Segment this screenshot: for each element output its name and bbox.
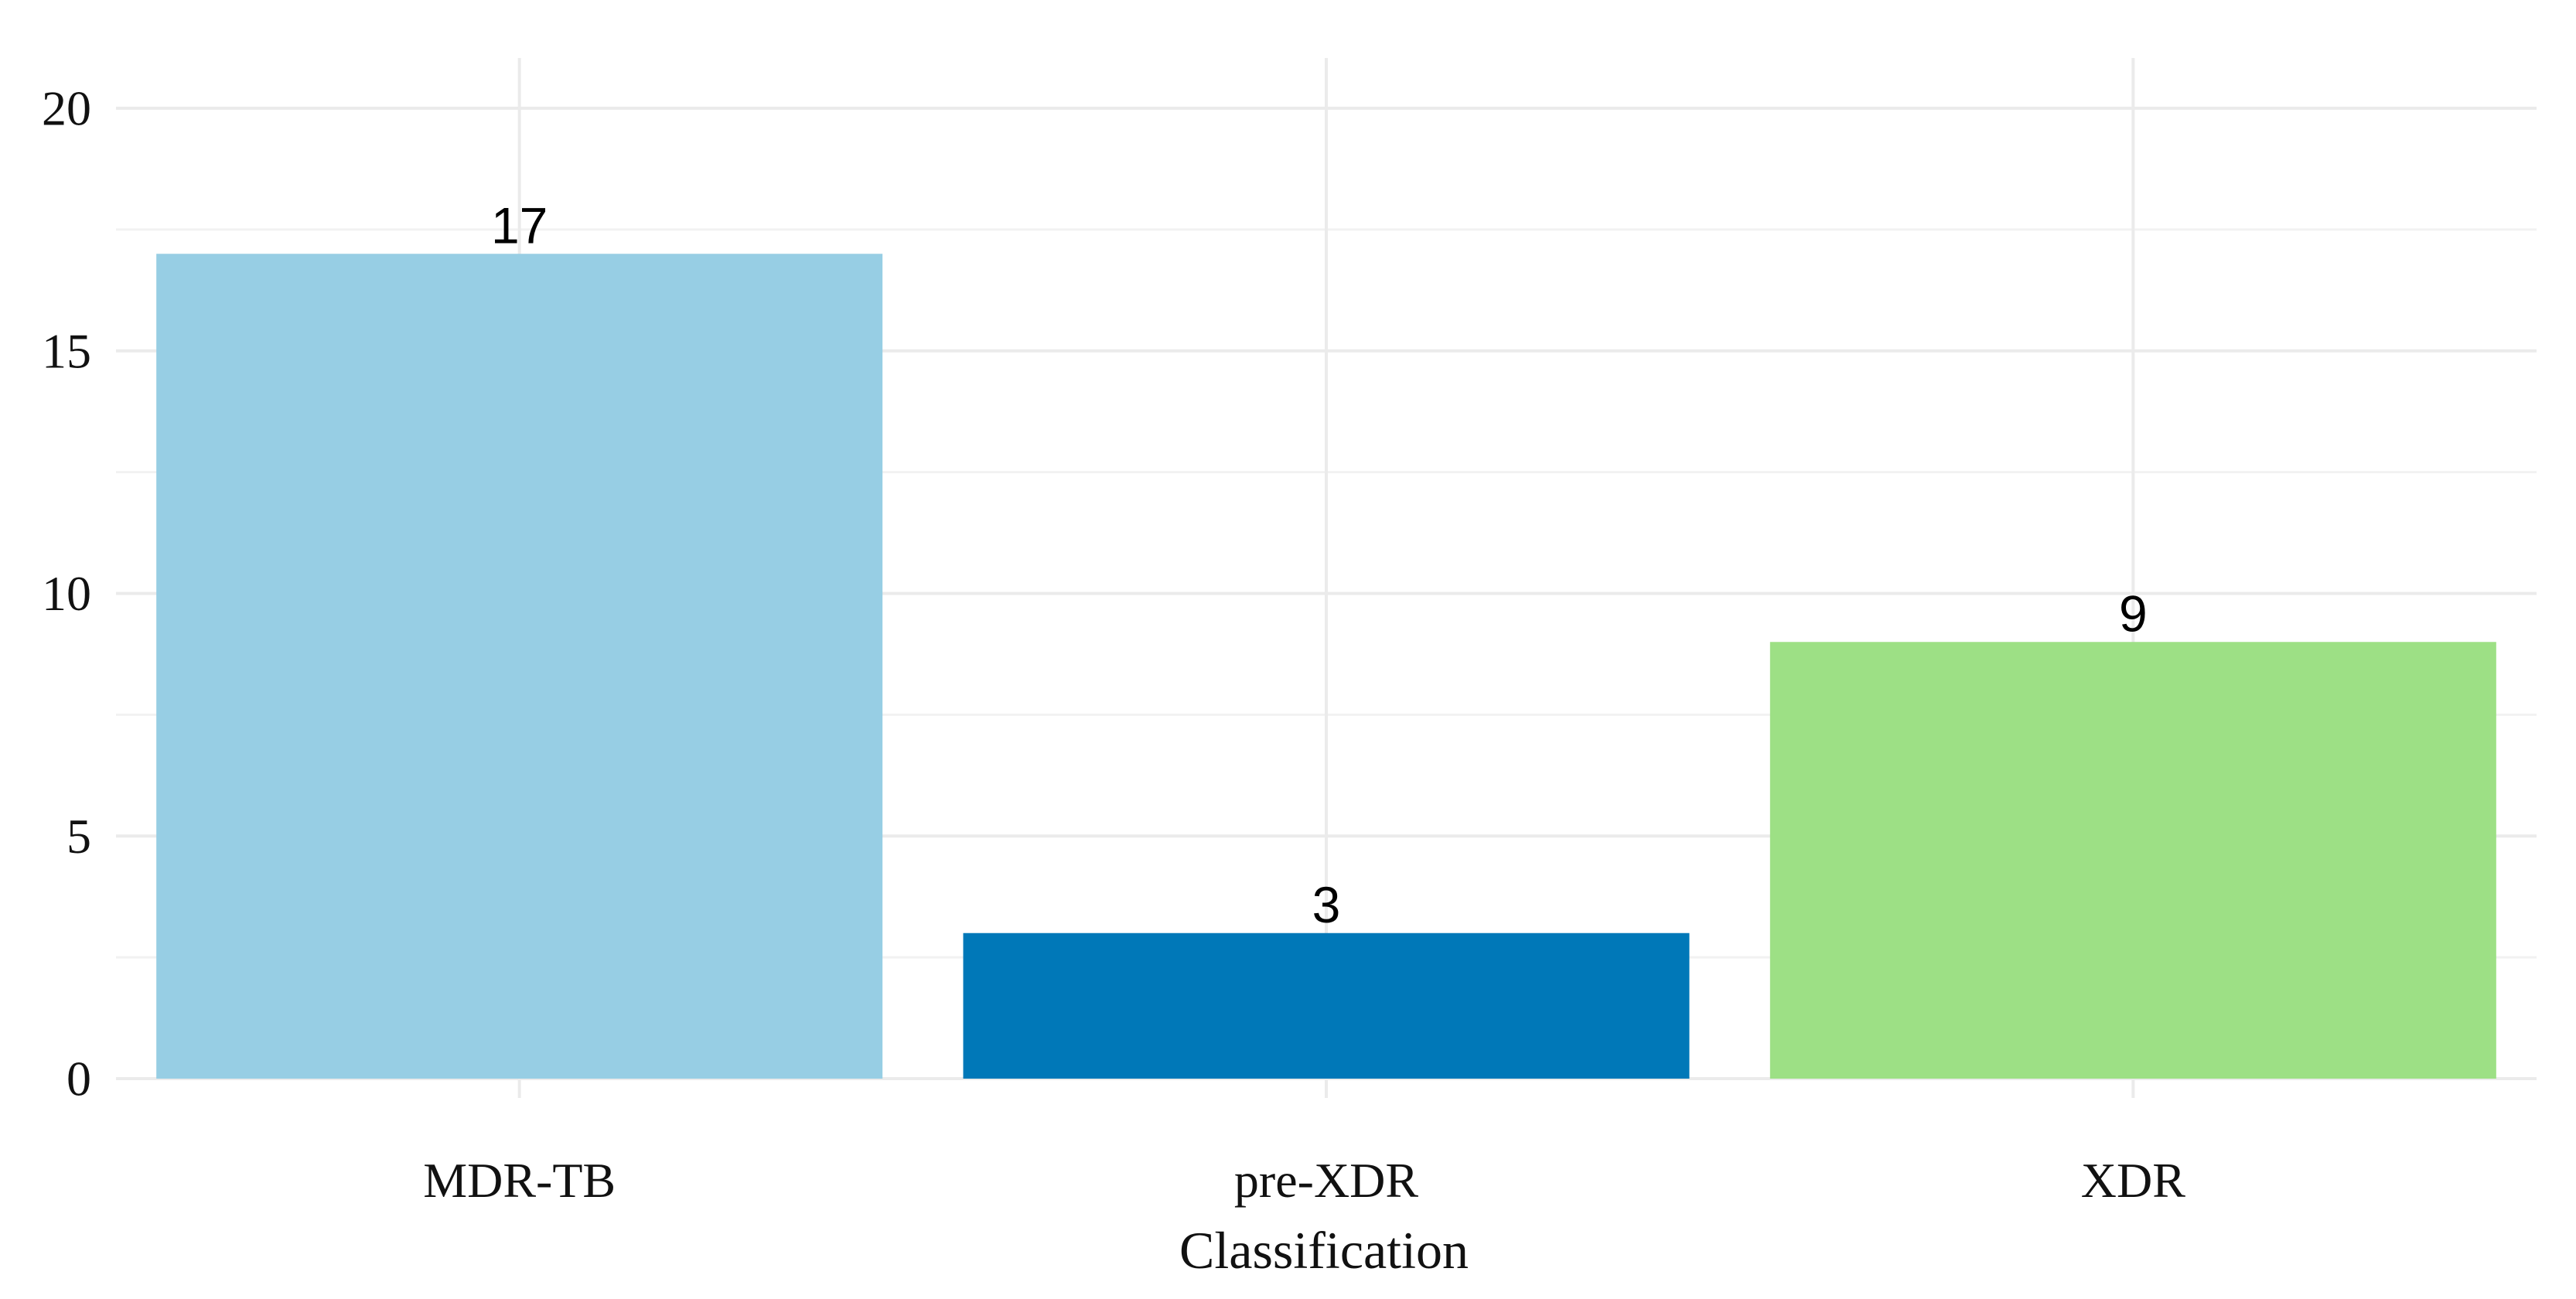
data-label: 3 [1312, 876, 1341, 933]
x-tick-label: MDR-TB [423, 1153, 616, 1208]
y-tick-label: 5 [67, 809, 91, 864]
data-label: 9 [2119, 585, 2148, 642]
bar-pre-xdr [963, 932, 1690, 1079]
bar-xdr [1769, 642, 2496, 1079]
y-tick-label: 15 [42, 323, 91, 378]
x-axis-tick-labels: MDR-TB pre-XDR XDR [423, 1153, 2185, 1208]
y-axis-tick-labels: 0 5 10 15 20 [42, 81, 91, 1106]
bar-layer [156, 254, 2496, 1079]
data-label: 17 [491, 196, 548, 254]
x-tick-label: XDR [2081, 1153, 2185, 1208]
bar-mdr-tb [156, 254, 883, 1079]
y-tick-label: 10 [42, 566, 91, 621]
x-axis-title: Classification [1179, 1221, 1469, 1280]
x-tick-label: pre-XDR [1234, 1153, 1418, 1208]
y-tick-label: 0 [67, 1052, 91, 1106]
y-tick-label: 20 [42, 81, 91, 136]
